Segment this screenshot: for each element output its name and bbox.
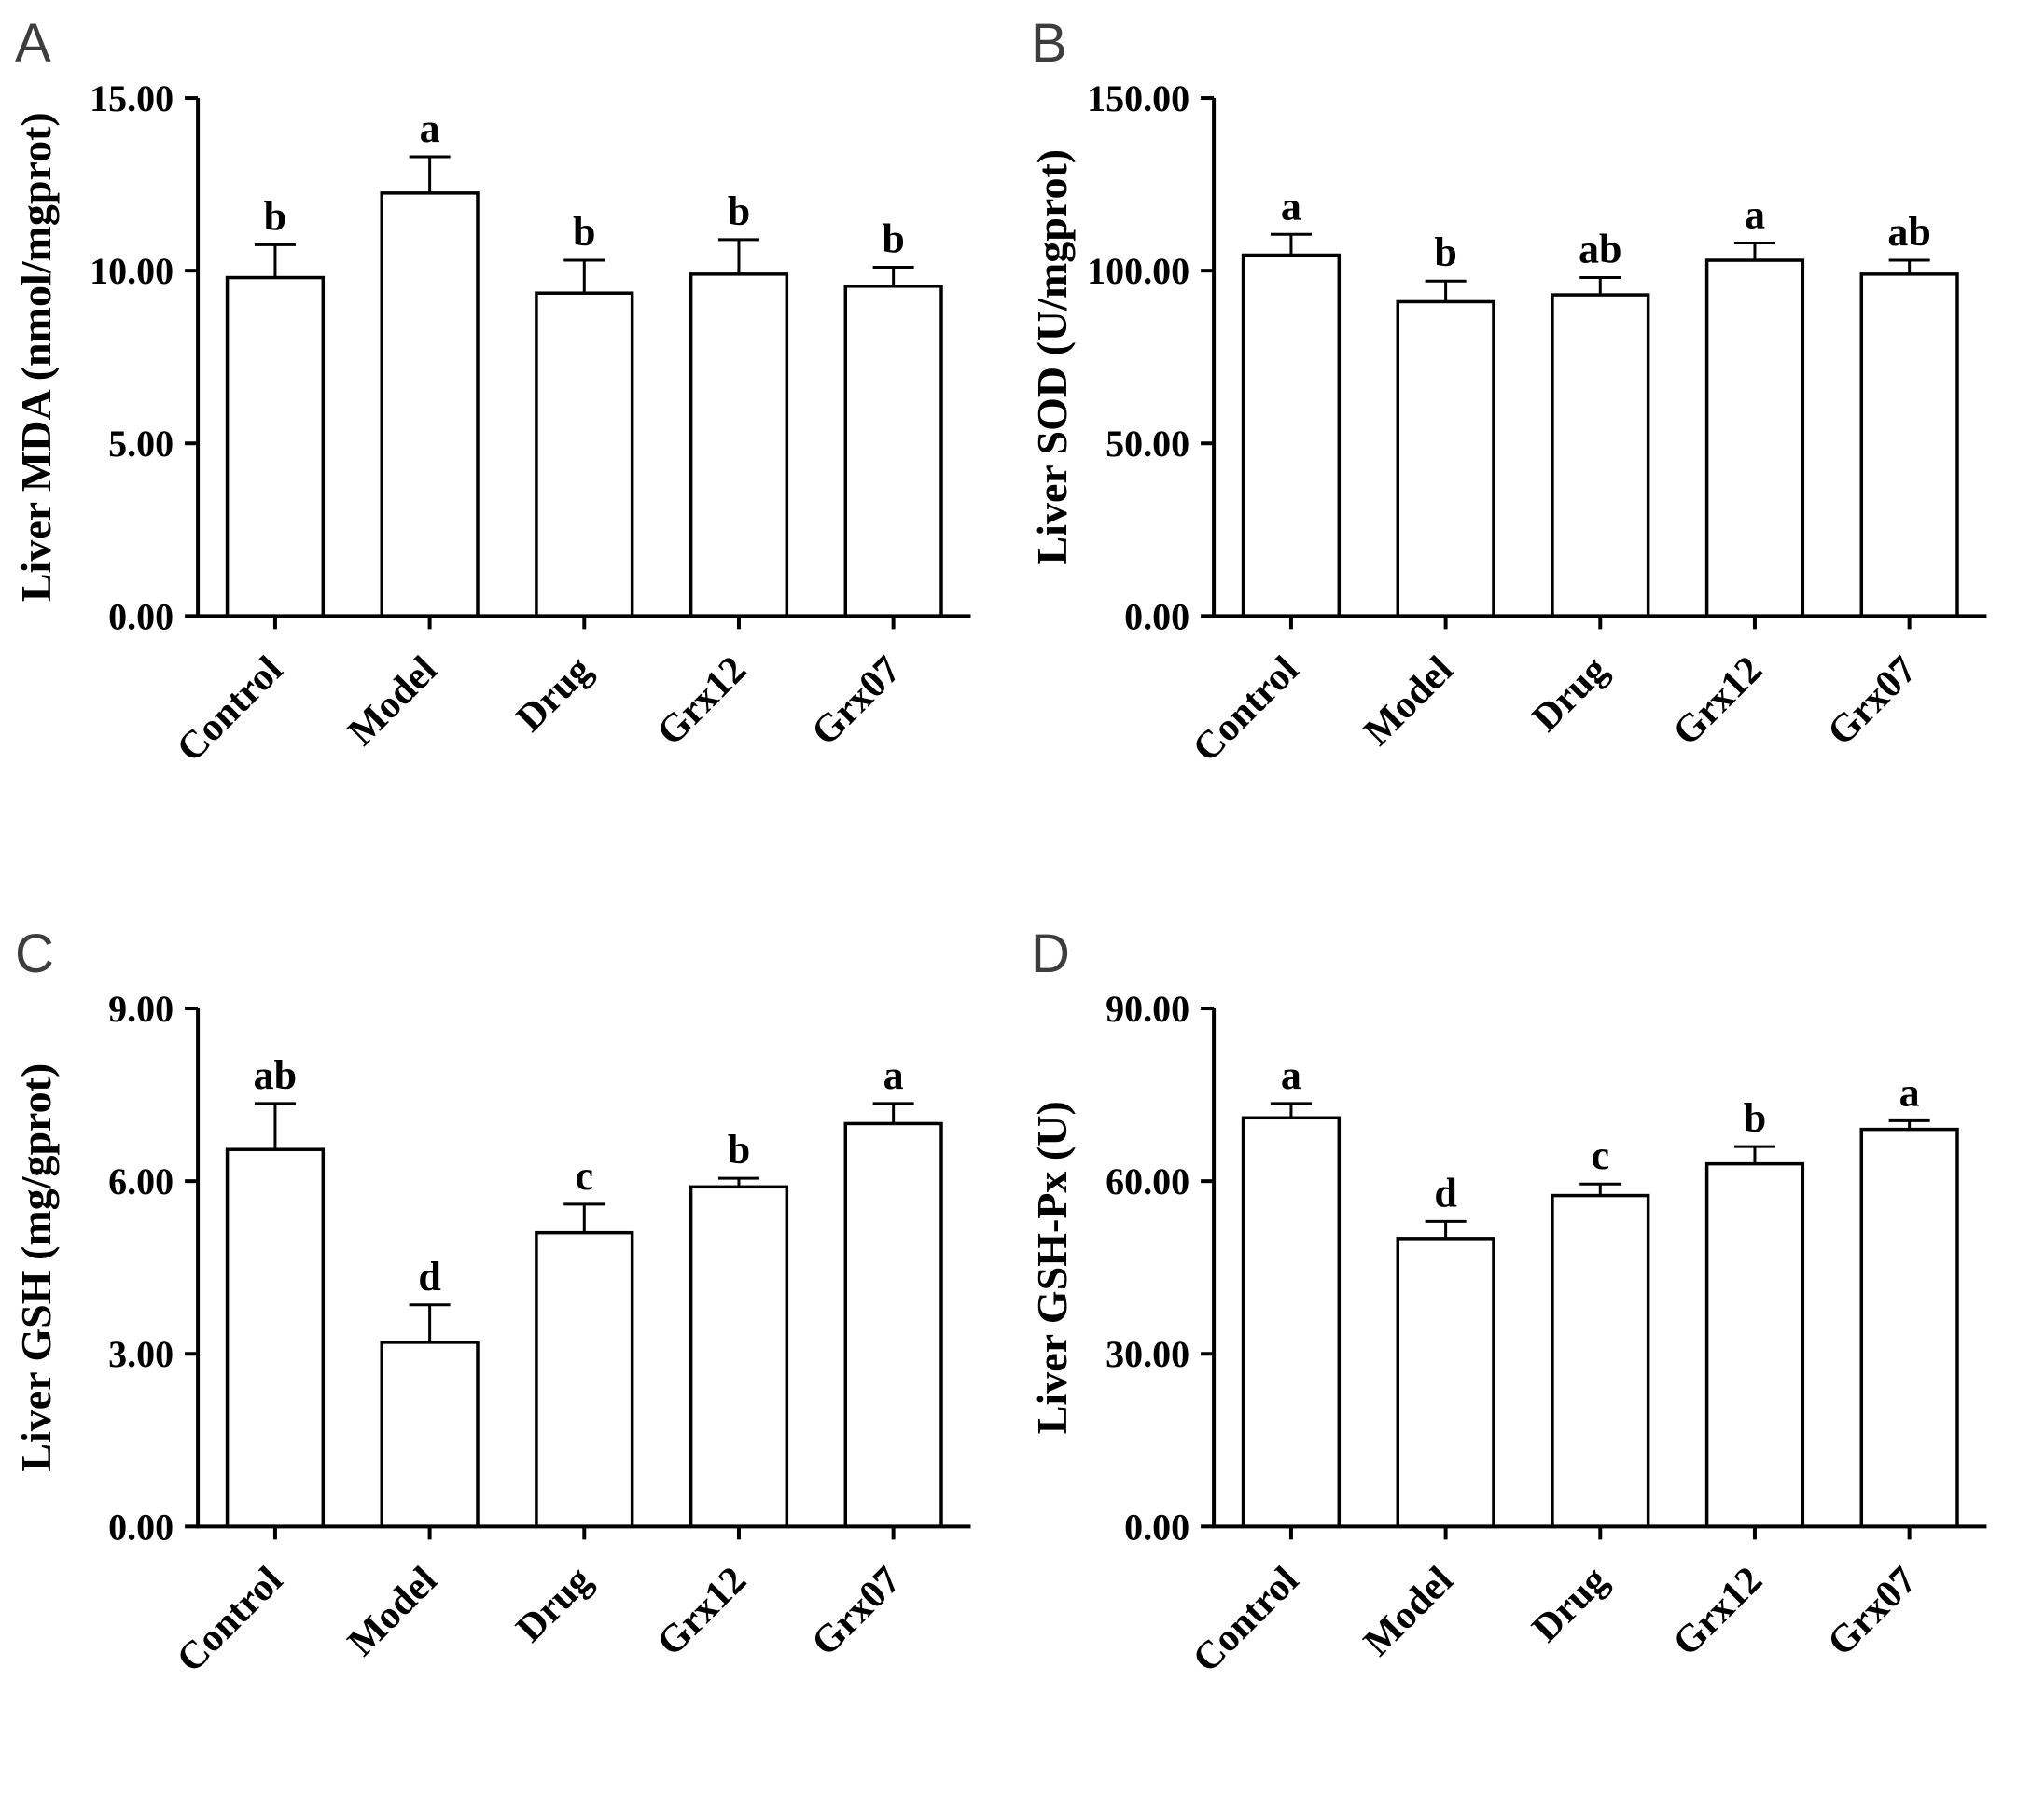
bar-Drug: [535, 291, 634, 618]
sig-letter: a: [883, 1051, 904, 1097]
x-category-label: Control: [1185, 648, 1307, 771]
sig-letter: b: [1743, 1095, 1765, 1141]
bar-Grx12: [689, 1185, 789, 1528]
panel-C: C Liver GSH (mg/gprot) 0.00 3.00 6.00 9.00 ab C…: [0, 910, 1016, 1820]
sig-letter: a: [420, 105, 440, 151]
y-axis-title: Liver MDA (nmol/mgprot): [12, 112, 60, 602]
y-tick-label: 6.00: [108, 1160, 174, 1202]
bar-Grx07: [843, 1121, 943, 1528]
x-category-label: Grx12: [1664, 1558, 1770, 1663]
sig-letter: a: [1899, 1069, 1919, 1115]
chart-B: B Liver SOD (U/mgprot) 0.00 50.00 100.00 150.…: [1028, 13, 1986, 771]
bar-Drug: [535, 1230, 634, 1528]
x-category-label: Drug: [1523, 1558, 1616, 1650]
y-tick-label: 90.00: [1106, 988, 1189, 1030]
y-axis-title: Liver GSH-Px (U): [1028, 1101, 1076, 1434]
sig-letter: d: [418, 1253, 440, 1299]
sig-letter: c: [1591, 1132, 1609, 1178]
sig-letter: ab: [1579, 227, 1621, 272]
y-axis-title: Liver GSH (mg/gprot): [12, 1063, 60, 1471]
panel-letter-C: C: [15, 924, 54, 984]
x-category-label: Drug: [508, 1558, 601, 1650]
y-tick-label: 9.00: [108, 988, 174, 1030]
y-axis-title: Liver SOD (U/mgprot): [1028, 149, 1076, 565]
bar-Grx07: [1859, 1127, 1959, 1528]
x-category-label: Drug: [508, 648, 601, 741]
bar-Grx12: [1704, 258, 1804, 618]
bar-Model: [1396, 299, 1495, 618]
bar-Grx12: [689, 272, 789, 618]
y-tick-label: 60.00: [1106, 1160, 1189, 1202]
y-tick-label: 10.00: [90, 250, 174, 292]
bar-Drug: [1550, 1193, 1649, 1528]
y-tick-label: 0.00: [108, 595, 174, 637]
chart-A: A Liver MDA (nmol/mgprot) 0.00 5.00 10.00 15.…: [12, 13, 971, 771]
x-category-label: Model: [340, 1558, 445, 1663]
bar-Model: [380, 191, 480, 618]
y-tick-label: 0.00: [1124, 595, 1189, 637]
bar-Model: [1396, 1236, 1495, 1528]
x-category-label: Control: [169, 648, 291, 771]
y-tick-label: 15.00: [90, 77, 174, 119]
panel-B: B Liver SOD (U/mgprot) 0.00 50.00 100.00 150.…: [1016, 0, 2031, 910]
panel-letter-A: A: [15, 13, 51, 74]
sig-letter: b: [1434, 229, 1456, 275]
x-category-label: Control: [1185, 1558, 1307, 1680]
sig-letter: b: [728, 188, 750, 234]
sig-letter: c: [576, 1152, 594, 1198]
panel-letter-D: D: [1031, 924, 1070, 984]
y-tick-label: 3.00: [108, 1333, 174, 1375]
sig-letter: b: [573, 209, 595, 255]
x-category-label: Grx07: [1819, 648, 1925, 754]
y-tick-label: 50.00: [1106, 423, 1189, 465]
y-tick-label: 5.00: [108, 423, 174, 465]
x-category-label: Grx12: [649, 648, 755, 754]
x-category-label: Grx07: [803, 1558, 909, 1663]
sig-letter: a: [1280, 1051, 1301, 1097]
x-category-label: Model: [1356, 648, 1461, 754]
sig-letter: a: [1744, 192, 1764, 238]
x-category-label: Grx07: [1819, 1558, 1925, 1663]
bar-Control: [1241, 253, 1341, 618]
bar-Control: [225, 1146, 326, 1528]
x-category-label: Control: [169, 1558, 291, 1680]
x-category-label: Grx12: [1664, 648, 1770, 754]
sig-letter: b: [728, 1127, 750, 1173]
bar-Control: [1241, 1116, 1341, 1528]
x-category-label: Model: [1356, 1558, 1461, 1663]
y-tick-label: 30.00: [1106, 1333, 1189, 1375]
bar-Grx07: [1859, 272, 1959, 618]
panel-letter-B: B: [1031, 13, 1067, 74]
panel-A: A Liver MDA (nmol/mgprot) 0.00 5.00 10.00 15.…: [0, 0, 1016, 910]
y-tick-label: 150.00: [1087, 77, 1189, 119]
chart-D: D Liver GSH-Px (U) 0.00 30.00 60.00 90.00 a Con…: [1028, 924, 1986, 1680]
y-tick-label: 0.00: [1124, 1506, 1189, 1548]
panel-D: D Liver GSH-Px (U) 0.00 30.00 60.00 90.00 a Con…: [1016, 910, 2031, 1820]
sig-letter: d: [1434, 1170, 1456, 1216]
y-tick-label: 0.00: [108, 1506, 174, 1548]
sig-letter: ab: [1887, 209, 1930, 255]
sig-letter: b: [882, 215, 904, 261]
sig-letter: ab: [254, 1051, 297, 1097]
bar-Drug: [1550, 293, 1649, 618]
bar-Grx12: [1704, 1161, 1804, 1528]
bar-Model: [380, 1340, 480, 1528]
y-tick-label: 100.00: [1087, 250, 1189, 292]
x-category-label: Model: [340, 648, 445, 754]
x-category-label: Grx12: [649, 1558, 755, 1663]
bar-Grx07: [843, 285, 943, 618]
x-category-label: Drug: [1523, 648, 1616, 741]
x-category-label: Grx07: [803, 648, 909, 754]
sig-letter: a: [1280, 183, 1301, 229]
sig-letter: b: [264, 193, 286, 239]
bar-Control: [225, 275, 326, 618]
